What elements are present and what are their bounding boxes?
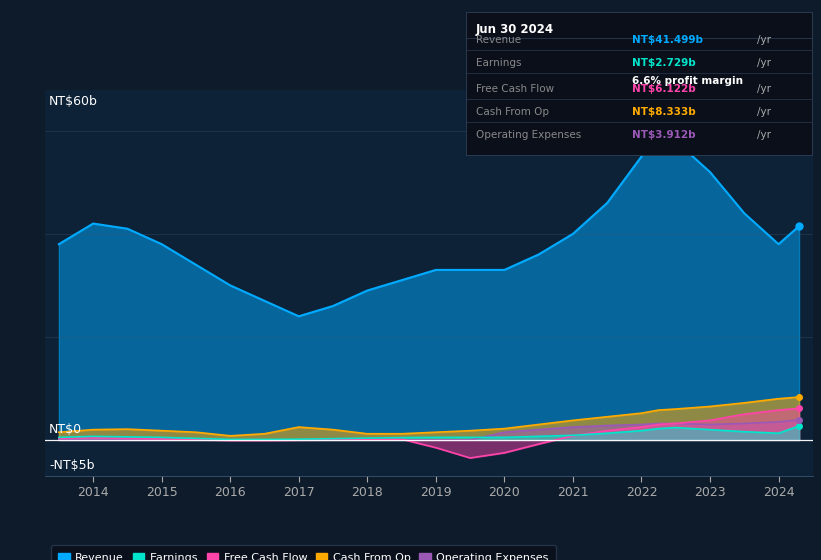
Text: NT$3.912b: NT$3.912b <box>632 130 695 140</box>
Text: Operating Expenses: Operating Expenses <box>476 130 581 140</box>
Text: /yr: /yr <box>756 35 771 45</box>
Legend: Revenue, Earnings, Free Cash Flow, Cash From Op, Operating Expenses: Revenue, Earnings, Free Cash Flow, Cash … <box>51 545 557 560</box>
Text: NT$8.333b: NT$8.333b <box>632 107 695 117</box>
Text: NT$41.499b: NT$41.499b <box>632 35 703 45</box>
Text: /yr: /yr <box>756 130 771 140</box>
Text: -NT$5b: -NT$5b <box>49 459 94 472</box>
Text: /yr: /yr <box>756 84 771 94</box>
Text: NT$0: NT$0 <box>49 423 82 436</box>
Text: Revenue: Revenue <box>476 35 521 45</box>
Text: Cash From Op: Cash From Op <box>476 107 549 117</box>
Text: 6.6% profit margin: 6.6% profit margin <box>632 76 743 86</box>
Text: NT$60b: NT$60b <box>49 95 98 109</box>
Text: Free Cash Flow: Free Cash Flow <box>476 84 554 94</box>
Text: /yr: /yr <box>756 58 771 68</box>
Text: Earnings: Earnings <box>476 58 521 68</box>
Text: Jun 30 2024: Jun 30 2024 <box>476 23 554 36</box>
Text: NT$2.729b: NT$2.729b <box>632 58 695 68</box>
Text: NT$6.122b: NT$6.122b <box>632 84 695 94</box>
Text: /yr: /yr <box>756 107 771 117</box>
